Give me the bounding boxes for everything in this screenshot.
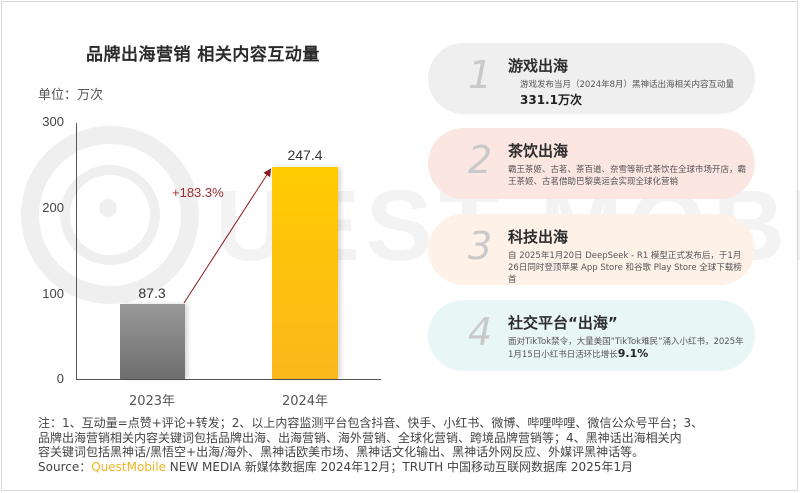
- card-desc: 自 2025年1月20日 DeepSeek - R1 模型正式发布后，于1月26…: [508, 251, 742, 285]
- growth-annotation: +183.3%: [172, 185, 224, 200]
- card-desc: 面对TikTok禁令，大量美国“TikTok难民”涌入小红书，2025年1月15…: [508, 336, 748, 361]
- card-number: 1: [468, 53, 493, 97]
- footnotes: 注：1、互动量=点赞+评论+转发；2、以上内容监测平台包含抖音、快手、小红书、微…: [38, 416, 778, 474]
- bar-2023: [120, 304, 185, 379]
- card-number: 4: [468, 310, 493, 354]
- x-axis: [76, 379, 381, 380]
- bar-value-2024: 247.4: [287, 147, 323, 163]
- card-title: 科技出海: [508, 228, 569, 246]
- source-detail: NEW MEDIA 新媒体数据库 2024年12月；TRUTH 中国移动互联网数…: [165, 459, 634, 474]
- card-game-overseas: 1 游戏出海 游戏发布当月（2024年8月）黑神话出海相关内容互动量 331.1…: [428, 43, 755, 114]
- source-label: Source：: [38, 459, 92, 474]
- card-desc: 霸王茶姬、古茗、茶百道、奈雪等新式茶饮在全球市场开店，霸王茶姬、古茗借助巴黎奥运…: [508, 165, 747, 187]
- ytick-200: 200: [42, 200, 64, 215]
- card-number: 3: [468, 224, 493, 268]
- card-desc-text: 面对TikTok禁令，大量美国“TikTok难民”涌入小红书，2025年1月15…: [508, 337, 744, 360]
- card-title: 茶饮出海: [508, 142, 569, 160]
- card-desc: 游戏发布当月（2024年8月）黑神话出海相关内容互动量: [520, 80, 735, 90]
- bar-value-2023: 87.3: [138, 285, 166, 301]
- card-highlight-value: 331.1万次: [520, 93, 582, 107]
- ytick-0: 0: [56, 371, 64, 386]
- source-line: Source：QuestMobile NEW MEDIA 新媒体数据库 2024…: [38, 460, 778, 475]
- y-axis: [76, 123, 77, 380]
- source-brand: QuestMobile: [91, 459, 166, 474]
- ytick-100: 100: [42, 286, 64, 301]
- xlabel-2023: 2023年: [128, 394, 176, 409]
- note-line: 注：1、互动量=点赞+评论+转发；2、以上内容监测平台包含抖音、快手、小红书、微…: [38, 416, 704, 430]
- card-title: 社交平台“出海”: [508, 314, 618, 332]
- note-line: 品牌出海营销相关内容关键词包括品牌出海、出海营销、海外营销、全球化营销、跨境品牌…: [38, 430, 682, 445]
- unit-label: 单位：万次: [38, 88, 104, 103]
- card-tea-overseas: 2 茶饮出海 霸王茶姬、古茗、茶百道、奈雪等新式茶饮在全球市场开店，霸王茶姬、古…: [428, 128, 755, 199]
- chart-title: 品牌出海营销 相关内容互动量: [86, 45, 320, 65]
- card-number: 2: [468, 138, 493, 182]
- card-title: 游戏出海: [508, 57, 569, 75]
- card-tech-overseas: 3 科技出海 自 2025年1月20日 DeepSeek - R1 模型正式发布…: [428, 214, 755, 285]
- xlabel-2024: 2024年: [281, 394, 329, 409]
- card-highlight-value: 9.1%: [617, 347, 649, 360]
- note-line: 容关键词包括黑神话/黑悟空+出海/海外、黑神话欧美市场、黑神话文化输出、黑神话外…: [38, 445, 645, 459]
- bar-2024: [272, 167, 338, 379]
- card-social-overseas: 4 社交平台“出海” 面对TikTok禁令，大量美国“TikTok难民”涌入小红…: [428, 300, 755, 371]
- ytick-300: 300: [42, 114, 64, 129]
